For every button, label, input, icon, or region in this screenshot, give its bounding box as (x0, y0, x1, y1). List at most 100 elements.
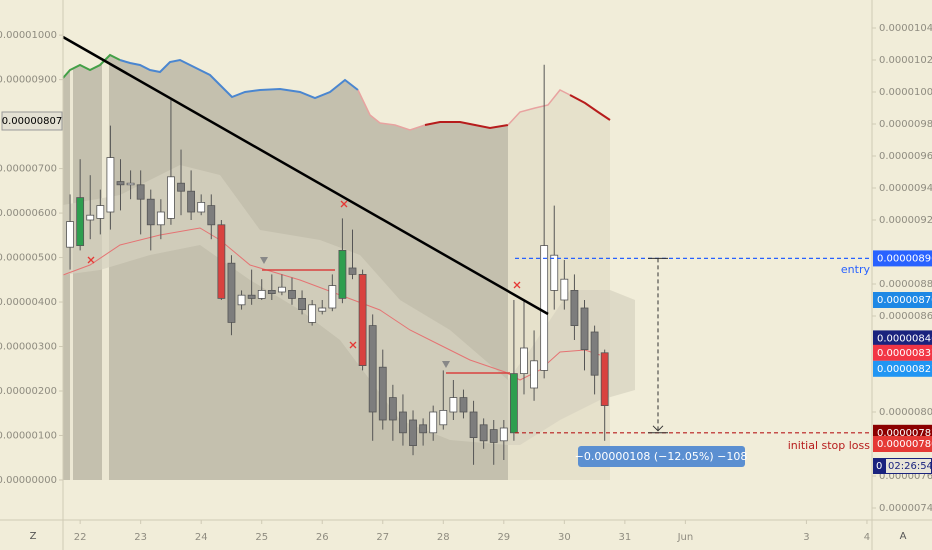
x-marker (340, 200, 348, 208)
candle-body (267, 289, 276, 294)
candle-body (197, 201, 206, 213)
x-tick-label: 29 (497, 532, 510, 543)
measure-arrow (652, 425, 664, 432)
strip (102, 62, 109, 480)
candle-body (96, 205, 105, 219)
candle-body (277, 286, 286, 293)
x-tick-label: 28 (437, 532, 450, 543)
candle-body (288, 289, 296, 299)
cloud (63, 165, 635, 445)
candle-body (439, 409, 448, 426)
x-tick-label: 22 (74, 532, 87, 543)
x-tick-label: 3 (803, 532, 809, 543)
moving-average (62, 227, 601, 381)
y2-tick-label: -0.00000000 (0, 475, 57, 486)
x-tick-label: 25 (255, 532, 268, 543)
candle-body (479, 424, 488, 442)
candle-body (388, 397, 397, 421)
price-label-box (873, 330, 932, 347)
strip (70, 70, 73, 480)
x-tick-label: 24 (195, 532, 208, 543)
candle-body (550, 254, 559, 291)
corner-button[interactable]: Z (30, 531, 37, 542)
price-label-box (873, 292, 932, 308)
price-label: 0.00000787 (877, 428, 932, 439)
x-marker (349, 341, 357, 349)
x-marker (513, 281, 521, 289)
candle-body (207, 205, 216, 226)
envelope-line (569, 94, 611, 121)
candle-body (177, 182, 185, 192)
candles (66, 64, 609, 465)
candle-body (66, 221, 74, 248)
candle-body (187, 190, 196, 213)
overlay (515, 257, 872, 434)
marker (260, 257, 268, 264)
candle-body (217, 224, 226, 299)
candle-body (520, 347, 528, 375)
marker (442, 361, 450, 368)
candle-body (580, 307, 589, 350)
candle-body (257, 289, 266, 299)
candle-body (308, 304, 317, 323)
candle-body (510, 373, 518, 434)
y2-tick-label: 0.00000500 (0, 253, 57, 264)
candle-body (600, 352, 609, 406)
y2-tick-label: 0.00000300 (0, 342, 57, 353)
y2-tick-label: 0.00000100 (0, 430, 57, 441)
candle-body (247, 294, 256, 299)
candle-body (348, 267, 357, 275)
measure-box (578, 446, 745, 467)
candle-body (409, 419, 417, 447)
price-label-box (873, 436, 932, 452)
candle-body (419, 424, 428, 434)
candle-body (116, 181, 125, 186)
time-axis (0, 520, 932, 550)
x-markers (87, 200, 521, 349)
candle-body (76, 197, 85, 247)
stop-label: initial stop loss (788, 439, 871, 452)
candle-body (146, 198, 155, 226)
candle-body (338, 249, 347, 299)
candle-body (328, 285, 337, 309)
price-label-box (873, 344, 932, 361)
y2-tick-label: 0.00000200 (0, 386, 57, 397)
candle-body (298, 297, 306, 310)
price-label: 0.00000896 (877, 253, 932, 264)
candle-body (489, 429, 498, 443)
x-tick-label: 27 (376, 532, 389, 543)
y2-tick-label: 0.00000400 (0, 297, 57, 308)
candle-body (540, 245, 549, 371)
x-tick-label: 30 (558, 532, 571, 543)
envelope-line (357, 89, 426, 131)
measure-text: −0.00000108 (−12.05%) −108 (575, 450, 748, 463)
candle-body (469, 411, 478, 439)
candle-body (429, 411, 438, 434)
trend-line (62, 35, 549, 316)
candle-body (570, 289, 579, 326)
price-label: 0.00000780 (877, 439, 932, 450)
crosshair-label-box (1, 111, 63, 131)
crosshair-label: 0.00000807 (2, 116, 62, 127)
x-tick-label: Jun (677, 532, 694, 543)
corner-button[interactable]: A (900, 531, 907, 542)
entry-label: entry (841, 263, 871, 276)
x-tick-label: 23 (134, 532, 147, 543)
candle-body (227, 262, 236, 323)
candle-body (560, 278, 569, 301)
candle-body (499, 427, 508, 442)
candle-body (167, 176, 175, 219)
candle-body (237, 294, 246, 306)
envelope-line (62, 53, 121, 79)
price-label: 0.00000870 (877, 295, 932, 306)
candle-body (126, 182, 135, 186)
